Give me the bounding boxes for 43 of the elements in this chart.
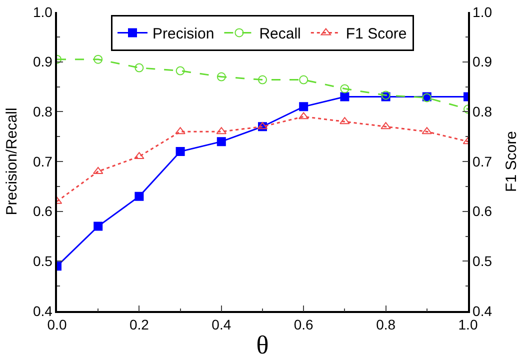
y-axis-title: Precision/Recall [4, 108, 20, 216]
legend-label: Recall [259, 26, 301, 43]
point [340, 117, 350, 124]
point [380, 122, 391, 130]
point [94, 222, 103, 231]
y2-tick-label: 0.6 [472, 203, 492, 220]
point [299, 75, 308, 84]
y2-tick-label: 0.4 [472, 302, 492, 319]
x-tick-label: 0.6 [294, 316, 314, 333]
point [94, 54, 103, 64]
y-tick-label: 0.6 [32, 203, 53, 220]
y-tick-label: 1.0 [32, 4, 53, 20]
x-axis-title: θ [256, 330, 269, 360]
y-tick-label: 0.7 [32, 153, 53, 170]
y-tick-label: 0.9 [32, 54, 53, 70]
y-tick-label: 0.8 [32, 104, 53, 120]
y2-tick-label: 0.9 [472, 54, 492, 70]
point [176, 66, 185, 76]
legend-label: F1 Score [346, 26, 407, 43]
point [340, 84, 350, 94]
x-tick-label: 0.8 [376, 316, 396, 333]
point [340, 92, 350, 102]
point [299, 102, 308, 112]
y2-tick-label: 0.7 [472, 153, 492, 170]
point [134, 152, 144, 160]
y2-axis-title: F1 Score [503, 131, 520, 192]
point [216, 137, 226, 146]
point [134, 192, 144, 201]
point [258, 75, 267, 84]
point [176, 147, 185, 156]
y2-tick-label: 0.8 [472, 104, 492, 120]
point [216, 72, 226, 82]
y2-tick-label: 1.0 [472, 4, 492, 20]
x-tick-label: 1.0 [458, 316, 478, 333]
point [134, 63, 144, 72]
y-tick-label: 0.5 [32, 253, 53, 270]
x-tick-label: 0.0 [47, 316, 67, 333]
legend-label: Precision [152, 26, 214, 43]
x-tick-label: 0.4 [212, 316, 232, 333]
y-tick-label: 0.4 [32, 302, 53, 319]
y2-tick-label: 0.5 [472, 253, 492, 270]
point [175, 127, 186, 134]
x-tick-label: 0.2 [129, 316, 150, 333]
